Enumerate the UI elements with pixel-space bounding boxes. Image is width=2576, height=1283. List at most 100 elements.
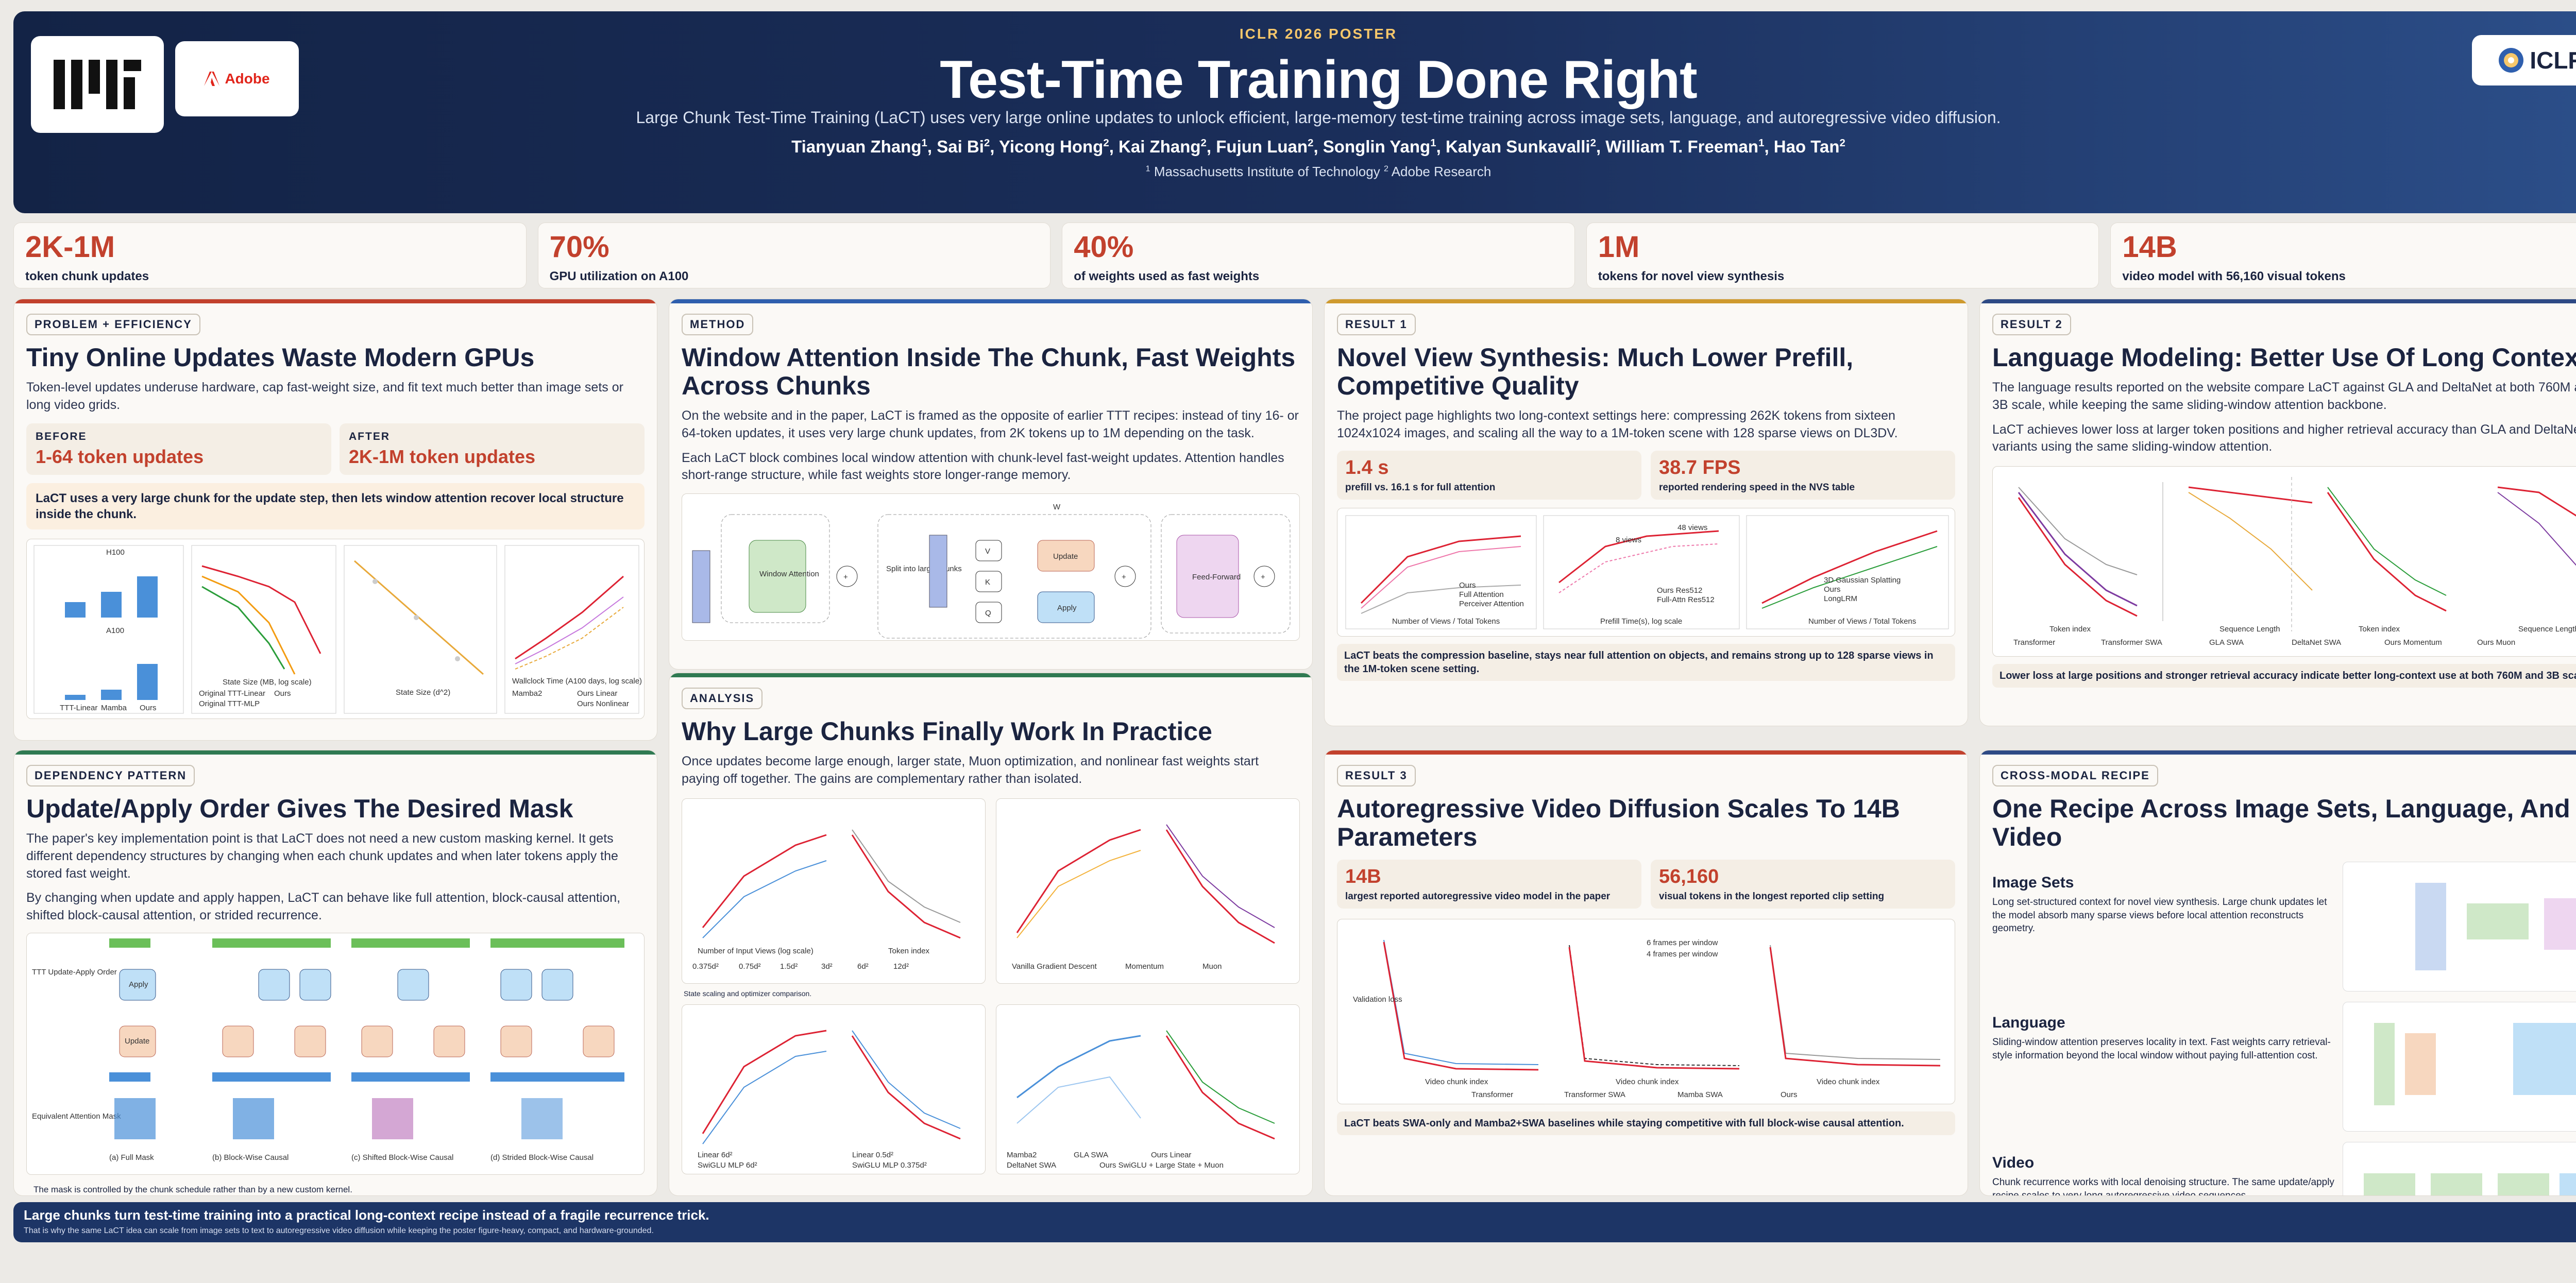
author-name: Fujun Luan2 [1216,137,1314,156]
panel-tag: DEPENDENCY PATTERN [26,765,195,786]
svg-text:Full-Attn Res512: Full-Attn Res512 [1657,595,1715,604]
svg-text:Ours: Ours [274,689,291,698]
panel-dependency-pattern: DEPENDENCY PATTERN Update/Apply Order Gi… [13,750,657,1196]
svg-text:Linear 0.5d²: Linear 0.5d² [852,1151,893,1159]
svg-text:0.375d²: 0.375d² [692,962,719,971]
panel-title: One Recipe Across Image Sets, Language, … [1992,794,2570,851]
conference-kicker: ICLR 2026 POSTER [1239,26,1398,42]
svg-text:Mamba: Mamba [101,704,127,712]
panel-title: Autoregressive Video Diffusion Scales To… [1337,794,1900,851]
svg-text:3d²: 3d² [821,962,833,971]
svg-text:Video chunk index: Video chunk index [1817,1077,1880,1086]
svg-text:Mamba2: Mamba2 [1007,1151,1037,1159]
panel-text: Each LaCT block combines local window at… [682,450,1284,483]
panel-tag: RESULT 2 [1992,314,2071,335]
panel-cross-modal: CROSS-MODAL RECIPE One Recipe Across Ima… [1979,750,2576,1196]
svg-text:SwiGLU MLP 0.375d²: SwiGLU MLP 0.375d² [852,1161,927,1170]
poster-title: Test-Time Training Done Right [940,50,1697,110]
stat-card: 1M tokens for novel view synthesis [1586,223,2099,288]
svg-text:Video chunk index: Video chunk index [1616,1077,1679,1086]
svg-text:0.75d²: 0.75d² [739,962,761,971]
svg-text:48 views: 48 views [1677,523,1707,532]
svg-text:Full Attention: Full Attention [1459,590,1504,599]
svg-text:Prefill Time(s), log scale: Prefill Time(s), log scale [1600,617,1682,626]
adobe-logo: Adobe [175,41,299,116]
svg-text:(b) Block-Wise Causal: (b) Block-Wise Causal [212,1153,289,1162]
panel-result-nvs: RESULT 1 Novel View Synthesis: Much Lowe… [1324,299,1968,726]
svg-text:V: V [985,547,990,556]
panel-result-language: RESULT 2 Language Modeling: Better Use O… [1979,299,2576,726]
svg-text:Linear 6d²: Linear 6d² [698,1151,733,1159]
panel-text: LaCT achieves lower loss at larger token… [1992,422,2576,454]
panel-caption: LaCT beats SWA-only and Mamba2+SWA basel… [1337,1111,1955,1135]
panel-title: Why Large Chunks Finally Work In Practic… [682,717,1212,746]
stat-card: 14B video model with 56,160 visual tokens [2110,223,2576,288]
panel-tag: RESULT 1 [1337,314,1416,335]
baseline-figure: Mamba2 GLA SWA Ours Linear DeltaNet SWA Our… [996,1004,1300,1174]
svg-text:Split into large chunks: Split into large chunks [886,564,962,573]
author-name: Hao Tan2 [1773,137,1845,156]
lact-block-diagram: Window Attention + Split into large chun… [682,493,1300,641]
author-name: William T. Freeman1 [1605,137,1765,156]
svg-text:1.5d²: 1.5d² [780,962,798,971]
svg-text:Sequence Length: Sequence Length [2219,625,2280,634]
svg-text:Token index: Token index [2049,625,2091,634]
affiliation: 1 Massachusetts Institute of Technology [1145,164,1380,179]
panel-analysis: ANALYSIS Why Large Chunks Finally Work I… [669,673,1313,1196]
svg-text:Muon: Muon [1202,962,1222,971]
svg-text:Ours: Ours [1824,585,1841,594]
svg-text:TTT Update-Apply Order: TTT Update-Apply Order [32,968,117,977]
svg-text:Number of Views / Total Tokens: Number of Views / Total Tokens [1808,617,1916,626]
panel-problem-efficiency: PROBLEM + EFFICIENCY Tiny Online Updates… [13,299,657,741]
svg-text:Wallclock Time (A100 days, log: Wallclock Time (A100 days, log scale) [512,677,642,686]
video-figure: Validation loss Video chunk index 6 fram… [1337,919,1955,1104]
panel-tag: METHOD [682,314,754,335]
svg-text:W: W [1053,503,1061,511]
efficiency-figure: H100 A100 TTT-Linear Mamba Ours State Size… [26,538,645,719]
svg-text:Ours Nonlinear: Ours Nonlinear [577,699,629,708]
svg-text:State Size (MB, log scale): State Size (MB, log scale) [223,678,312,687]
stat-card: 40% of weights used as fast weights [1062,223,1575,288]
svg-text:Q: Q [985,609,991,618]
svg-text:DeltaNet SWA: DeltaNet SWA [1007,1161,1056,1170]
svg-text:Transformer: Transformer [1471,1090,1513,1099]
svg-text:Sequence Length: Sequence Length [2518,625,2576,634]
nvs-figure: Ours Full Attention Perceiver Attention Nu… [1337,507,1955,637]
panel-method: METHOD Window Attention Inside The Chunk… [669,299,1313,670]
affiliation-list: 1 Massachusetts Institute of Technology … [13,164,2576,180]
panel-text: The project page highlights two long-con… [1337,408,1898,440]
svg-text:Mamba2: Mamba2 [512,689,542,698]
svg-text:Ours SwiGLU + Large State + Mu: Ours SwiGLU + Large State + Muon [1099,1161,1224,1170]
panel-caption: The mask is controlled by the chunk sche… [33,1184,352,1194]
metric-card: 56,160 visual tokens in the longest repor… [1651,860,1955,909]
author-name: Yicong Hong2 [999,137,1109,156]
language-thumbnail [2343,1002,2576,1132]
image-sets-thumbnail [2343,862,2576,991]
svg-text:+: + [843,573,848,581]
mit-logo [31,36,164,133]
nonlinear-figure: Linear 6d² Linear 0.5d² SwiGLU MLP 6d² Swi… [682,1004,986,1174]
svg-text:Mamba SWA: Mamba SWA [1677,1090,1723,1099]
panel-tag: PROBLEM + EFFICIENCY [26,314,200,335]
poster-subtitle: Large Chunk Test-Time Training (LaCT) us… [636,108,2001,127]
mask-diagram: TTT Update-Apply Order Equivalent Attent… [26,932,645,1175]
panel-text: The paper's key implementation point is … [26,831,618,881]
svg-text:Validation loss: Validation loss [1353,995,1402,1004]
panel-caption: LaCT beats the compression baseline, sta… [1337,643,1955,681]
svg-text:Ours: Ours [140,704,157,712]
svg-text:Original TTT-Linear: Original TTT-Linear [199,689,265,698]
svg-text:Ours Momentum: Ours Momentum [2384,638,2442,647]
video-thumbnail [2343,1142,2576,1195]
language-figure: Token index Sequence Length Token index … [1992,466,2576,657]
svg-text:+: + [1261,573,1265,581]
svg-text:Ours: Ours [1781,1090,1798,1099]
svg-text:Ours Linear: Ours Linear [1151,1151,1191,1159]
svg-text:Vanilla Gradient Descent: Vanilla Gradient Descent [1012,962,1097,971]
panel-text: Token-level updates underuse hardware, c… [26,380,623,412]
svg-text:Perceiver Attention: Perceiver Attention [1459,600,1524,608]
svg-text:Ours: Ours [1459,581,1476,590]
stat-card: 70% GPU utilization on A100 [537,223,1051,288]
svg-text:Token index: Token index [888,947,930,955]
before-card: BEFORE 1-64 token updates [26,423,331,475]
svg-text:LongLRM: LongLRM [1824,594,1857,603]
